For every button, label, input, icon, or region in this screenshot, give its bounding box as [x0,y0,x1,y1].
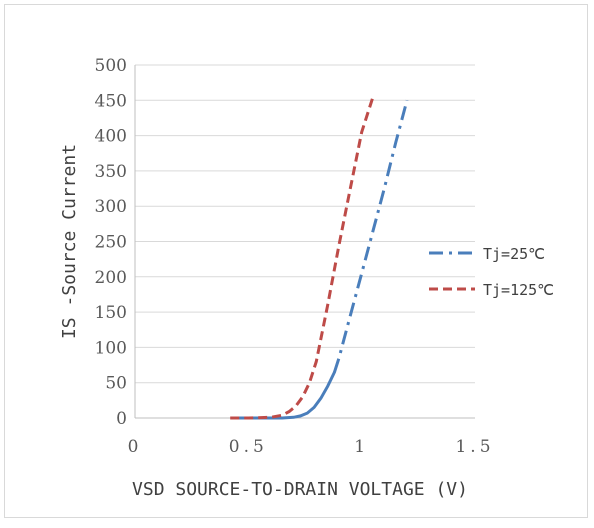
y-tick-label: 450 [95,91,127,111]
y-tick-label: 0 [116,409,127,429]
legend-label: Tj=25℃ [483,245,545,263]
y-tick-label: 200 [95,268,127,288]
x-tick-label: 0.5 [229,437,268,457]
y-tick-labels: 0 50 100 150 200 250 300 350 400 450 500 [95,56,127,429]
series-line-tj25-solid [235,370,336,420]
series-lines [230,96,409,420]
y-tick-label: 100 [95,338,127,358]
y-tick-label: 500 [95,56,127,76]
chart-frame: 0 50 100 150 200 250 300 350 400 450 500 0 0.5 1 1.5 … [4,4,588,518]
series-line-tj125 [230,96,375,420]
y-tick-label: 350 [95,162,127,182]
y-axis-title: IS -Source Current [59,144,80,339]
x-axis-title: VSD SOURCE-TO-DRAIN VOLTAGE (V) [132,479,468,500]
legend-label: Tj=125℃ [483,281,554,299]
y-tick-label: 300 [95,197,127,217]
y-tick-label: 250 [95,233,127,253]
y-tick-label: 150 [95,303,127,323]
series-line-tj25-dashdot [333,99,409,373]
x-tick-labels: 0 0.5 1 1.5 [128,437,494,457]
y-tick-label: 400 [95,127,127,147]
legend: Tj=25℃ Tj=125℃ [429,245,554,299]
x-tick-label: 1 [354,437,369,457]
x-tick-label: 0 [128,437,143,457]
y-tick-label: 50 [105,374,127,394]
gridlines [135,64,475,384]
axes [134,65,475,419]
x-tick-label: 1.5 [455,437,494,457]
